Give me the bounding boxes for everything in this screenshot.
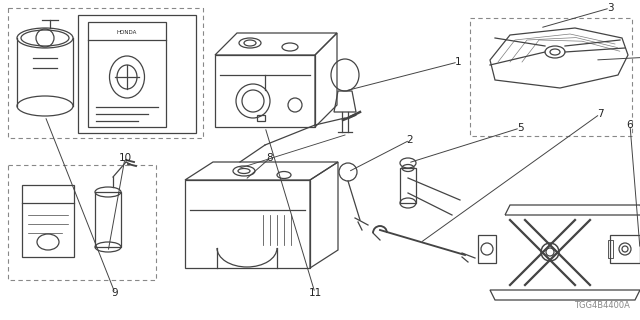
- Bar: [8, 8, 203, 138]
- Text: 10: 10: [118, 153, 132, 163]
- Bar: [215, 55, 315, 127]
- Text: 5: 5: [516, 123, 524, 133]
- Bar: [608, 240, 613, 258]
- Bar: [478, 235, 496, 263]
- Text: 8: 8: [267, 153, 273, 163]
- Bar: [78, 15, 196, 133]
- Bar: [22, 185, 74, 257]
- Bar: [400, 168, 416, 203]
- Bar: [88, 22, 166, 127]
- Text: TGG4B4400A: TGG4B4400A: [574, 301, 630, 310]
- Bar: [470, 18, 632, 136]
- Text: 1: 1: [454, 57, 461, 67]
- Bar: [185, 180, 310, 268]
- Bar: [8, 165, 156, 280]
- Bar: [95, 192, 121, 247]
- Text: 2: 2: [406, 135, 413, 145]
- Text: 9: 9: [112, 288, 118, 298]
- Text: 7: 7: [596, 109, 604, 119]
- Text: 6: 6: [627, 120, 634, 130]
- Text: 3: 3: [607, 3, 613, 13]
- Text: 11: 11: [308, 288, 322, 298]
- Bar: [610, 235, 640, 263]
- Text: HONDA: HONDA: [117, 29, 137, 35]
- Bar: [257, 115, 265, 121]
